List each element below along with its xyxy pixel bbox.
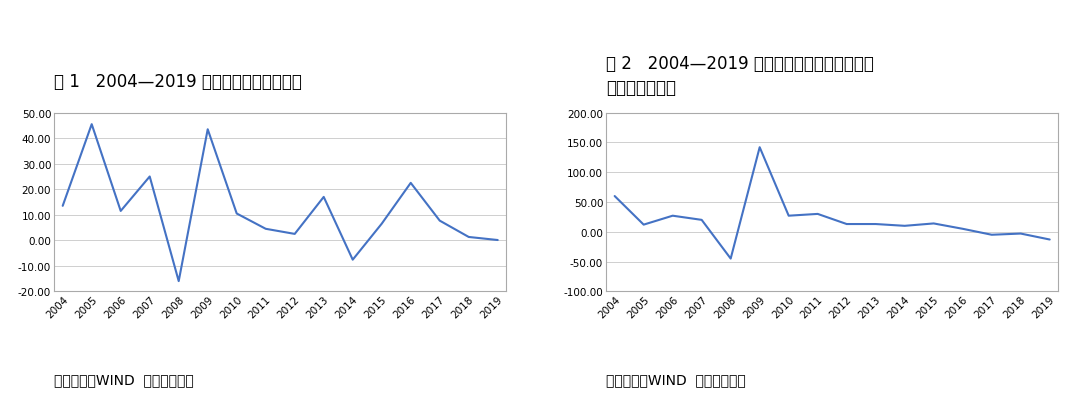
Text: 图 2   2004—2019 年家用电器及电子产品专门: 图 2 2004—2019 年家用电器及电子产品专门 xyxy=(606,55,874,73)
Text: 图 1   2004—2019 年商品房销售面积增速: 图 1 2004—2019 年商品房销售面积增速 xyxy=(54,73,302,91)
Text: 资料来源：WIND  联合资信整理: 资料来源：WIND 联合资信整理 xyxy=(54,373,193,386)
Text: 资料来源：WIND  联合资信整理: 资料来源：WIND 联合资信整理 xyxy=(606,373,745,386)
Text: 零售销售额增速: 零售销售额增速 xyxy=(606,79,676,97)
